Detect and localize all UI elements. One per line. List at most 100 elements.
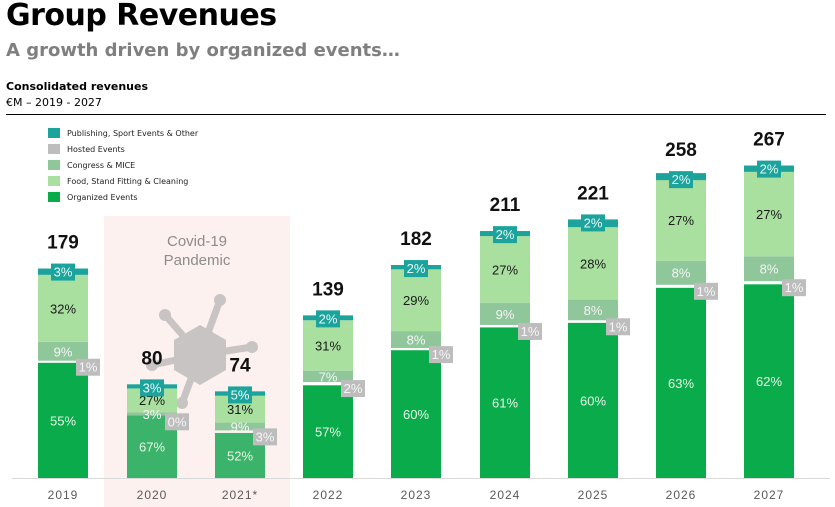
data-label: 3% xyxy=(54,265,73,280)
page-title: Group Revenues xyxy=(6,0,277,33)
data-label: 2% xyxy=(344,381,363,396)
hosted-label-box xyxy=(253,428,277,446)
data-label: 3% xyxy=(143,380,162,395)
header-divider xyxy=(6,114,826,115)
hosted-label-box xyxy=(429,346,453,364)
data-label: 8% xyxy=(760,262,779,277)
hosted-label-box xyxy=(341,380,365,398)
legend-item: Organized Events xyxy=(48,189,198,205)
hosted-label-box xyxy=(606,318,630,336)
legend-item: Publishing, Sport Events & Other xyxy=(48,125,198,141)
legend-label: Publishing, Sport Events & Other xyxy=(67,128,199,138)
bar-segment-congress xyxy=(215,422,265,431)
data-label: 67% xyxy=(139,440,165,455)
bar-segment-congress xyxy=(127,412,177,416)
legend-item: Hosted Events xyxy=(48,141,198,157)
bar-segment-food xyxy=(568,227,618,300)
covid-label: Covid-19 xyxy=(167,233,227,250)
bar-segment-food xyxy=(391,269,441,332)
data-label: 9% xyxy=(54,344,73,359)
data-label: 28% xyxy=(580,256,606,271)
data-label: 29% xyxy=(403,293,429,308)
bar-segment-organized xyxy=(303,385,353,478)
virus-icon xyxy=(146,294,258,409)
data-label: 8% xyxy=(584,303,603,318)
total-label: 258 xyxy=(665,140,697,161)
data-label: 57% xyxy=(315,425,341,440)
total-label: 182 xyxy=(400,229,432,250)
data-label: 27% xyxy=(668,213,694,228)
total-label: 80 xyxy=(141,348,162,369)
legend-swatch xyxy=(48,144,60,154)
total-label: 139 xyxy=(312,279,344,300)
data-label: 52% xyxy=(227,448,253,463)
legend-label: Congress & MICE xyxy=(67,160,136,170)
data-label: 2% xyxy=(672,172,691,187)
hosted-label-box xyxy=(76,358,100,376)
x-tick-label: 2019 xyxy=(48,488,79,502)
chart-label: Consolidated revenues xyxy=(6,80,149,93)
data-label: 62% xyxy=(756,374,782,389)
data-label: 0% xyxy=(168,414,187,429)
total-label: 267 xyxy=(753,130,785,151)
publishing-label-box xyxy=(51,263,75,281)
legend-swatch xyxy=(48,176,60,186)
bar-segment-congress xyxy=(656,260,706,285)
x-tick-label: 2026 xyxy=(666,488,697,502)
data-label: 2% xyxy=(584,215,603,230)
hosted-label-box xyxy=(782,279,806,297)
data-label: 3% xyxy=(143,407,162,422)
data-label: 55% xyxy=(50,413,76,428)
legend-item: Food, Stand Fitting & Cleaning xyxy=(48,173,198,189)
data-label: 1% xyxy=(609,319,628,334)
data-label: 31% xyxy=(315,338,341,353)
total-label: 179 xyxy=(47,233,79,254)
bar-segment-congress xyxy=(391,331,441,349)
data-label: 63% xyxy=(668,376,694,391)
publishing-label-box xyxy=(404,260,428,278)
data-label: 7% xyxy=(319,369,338,384)
page-subtitle: A growth driven by organized events… xyxy=(6,40,400,61)
data-label: 60% xyxy=(580,393,606,408)
publishing-label-box xyxy=(493,226,517,244)
bar-segment-organized xyxy=(391,350,441,478)
chart-period: €M – 2019 - 2027 xyxy=(6,96,102,109)
data-label: 1% xyxy=(432,347,451,362)
covid-label: Pandemic xyxy=(164,252,231,269)
hosted-label-box xyxy=(518,322,542,340)
data-label: 27% xyxy=(492,262,518,277)
data-label: 31% xyxy=(227,402,253,417)
publishing-label-box xyxy=(228,386,252,404)
bar-segment-organized xyxy=(656,287,706,478)
total-label: 221 xyxy=(577,183,609,204)
publishing-label-box xyxy=(581,214,605,232)
data-label: 8% xyxy=(672,266,691,281)
legend-swatch xyxy=(48,160,60,170)
data-label: 5% xyxy=(231,387,250,402)
x-tick-label: 2023 xyxy=(401,488,432,502)
bar-segment-food xyxy=(38,274,88,342)
data-label: 8% xyxy=(407,333,426,348)
legend-label: Hosted Events xyxy=(67,144,125,154)
data-label: 2% xyxy=(760,162,779,177)
bar-segment-organized xyxy=(480,327,530,478)
x-tick-label: 2021* xyxy=(222,488,258,502)
bar-segment-congress xyxy=(568,299,618,321)
data-label: 27% xyxy=(139,393,165,408)
x-tick-label: 2024 xyxy=(490,488,521,502)
data-label: 1% xyxy=(79,360,98,375)
data-label: 3% xyxy=(256,429,275,444)
data-label: 1% xyxy=(785,280,804,295)
bar-segment-food xyxy=(303,320,353,371)
bar-segment-organized xyxy=(38,362,88,478)
data-label: 9% xyxy=(231,419,250,434)
bar-segment-congress xyxy=(480,302,530,325)
data-label: 27% xyxy=(756,207,782,222)
x-tick-label: 2022 xyxy=(313,488,344,502)
data-label: 60% xyxy=(403,407,429,422)
bar-segment-congress xyxy=(38,341,88,361)
legend-label: Food, Stand Fitting & Cleaning xyxy=(67,176,189,186)
legend-swatch xyxy=(48,192,60,202)
total-label: 211 xyxy=(490,195,521,216)
